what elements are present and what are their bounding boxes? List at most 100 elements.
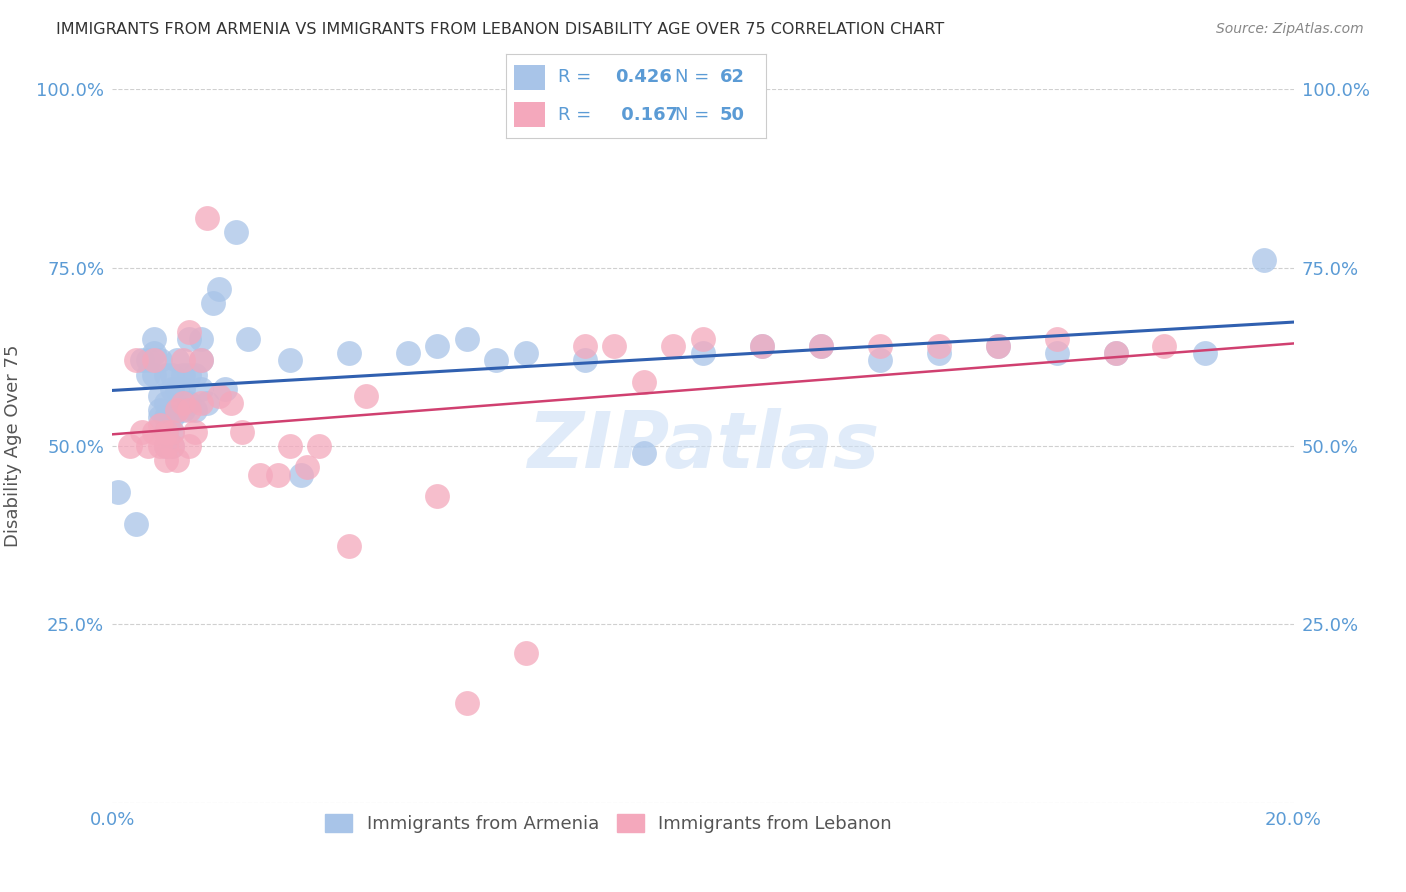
Text: R =: R = [558,105,598,123]
Point [179,325,201,339]
Point [195,211,218,225]
Point [633,375,655,389]
Point [172,368,194,382]
Point [290,467,312,482]
Point [155,425,177,439]
Point [160,439,183,453]
Point [356,389,378,403]
Point [179,439,201,453]
Point [166,382,188,396]
Point [120,439,142,453]
Point [172,353,194,368]
Point [149,403,172,417]
Point [155,439,177,453]
Point [633,446,655,460]
Point [160,410,183,425]
Point [1046,332,1069,346]
Point [987,339,1010,353]
Point [297,460,319,475]
Point [160,425,183,439]
Point [125,517,148,532]
Point [515,646,537,660]
Point [142,368,165,382]
Point [214,382,236,396]
Point [810,339,832,353]
Point [426,339,449,353]
Point [515,346,537,360]
Point [160,425,183,439]
Point [179,368,201,382]
Point [184,425,207,439]
Text: N =: N = [675,69,716,87]
Point [987,339,1010,353]
Point [751,339,773,353]
Point [456,696,478,710]
Point [869,339,891,353]
Point [184,368,207,382]
Point [184,403,207,417]
Point [160,439,183,453]
Point [1105,346,1128,360]
Point [308,439,330,453]
Point [136,439,159,453]
Text: IMMIGRANTS FROM ARMENIA VS IMMIGRANTS FROM LEBANON DISABILITY AGE OVER 75 CORREL: IMMIGRANTS FROM ARMENIA VS IMMIGRANTS FR… [56,22,945,37]
Point [231,425,253,439]
Point [1153,339,1175,353]
Point [692,332,714,346]
Point [131,425,153,439]
Text: 62: 62 [720,69,744,87]
Point [179,332,201,346]
Point [1105,346,1128,360]
Point [278,439,301,453]
Point [190,396,212,410]
Point [142,332,165,346]
Point [136,353,159,368]
Point [456,332,478,346]
Text: 50: 50 [720,105,744,123]
Point [426,489,449,503]
Point [337,539,360,553]
Point [125,353,148,368]
Point [166,353,188,368]
Point [131,353,153,368]
Point [574,339,596,353]
Point [155,425,177,439]
Point [208,389,231,403]
Point [155,410,177,425]
Text: Source: ZipAtlas.com: Source: ZipAtlas.com [1216,22,1364,37]
Point [149,389,172,403]
Point [208,282,231,296]
Point [201,296,224,310]
Point [142,425,165,439]
Point [267,467,290,482]
Point [179,396,201,410]
Point [149,417,172,432]
Point [172,382,194,396]
Point [751,339,773,353]
Point [166,453,188,467]
Point [155,453,177,467]
Point [249,467,271,482]
Point [219,396,242,410]
Text: R =: R = [558,69,598,87]
Point [160,382,183,396]
Text: ZIPatlas: ZIPatlas [527,408,879,484]
Point [155,439,177,453]
Point [485,353,508,368]
Point [225,225,247,239]
Point [142,353,165,368]
Point [190,353,212,368]
Point [869,353,891,368]
Point [1046,346,1069,360]
Point [172,396,194,410]
Point [190,382,212,396]
Text: 0.426: 0.426 [616,69,672,87]
Point [810,339,832,353]
Point [396,346,419,360]
Point [172,403,194,417]
Point [149,410,172,425]
Point [603,339,626,353]
Text: N =: N = [675,105,716,123]
Point [1253,253,1275,268]
Point [136,368,159,382]
